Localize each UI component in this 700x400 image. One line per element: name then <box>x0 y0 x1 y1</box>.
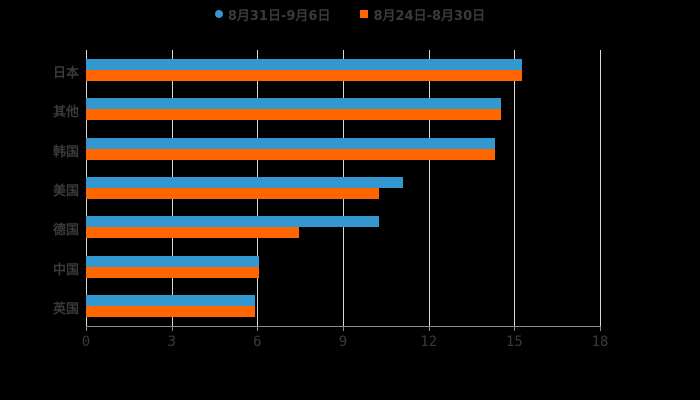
bar-current-week[interactable] <box>86 59 523 70</box>
x-tick-label: 12 <box>420 334 438 350</box>
gridline <box>514 50 516 326</box>
bar-previous-week[interactable] <box>86 187 379 199</box>
y-category-label: 英国 <box>52 301 79 317</box>
legend: 8月31日-9月6日 8月24日-8月30日 <box>0 4 700 24</box>
bar-current-week[interactable] <box>86 255 260 267</box>
bar-previous-week[interactable] <box>86 266 260 278</box>
bar-previous-week[interactable] <box>86 148 495 160</box>
bar-previous-week[interactable] <box>86 109 501 121</box>
gridline <box>428 50 430 326</box>
bar-current-week[interactable] <box>86 176 403 188</box>
x-tick-label: 3 <box>167 334 176 350</box>
x-axis <box>86 326 601 327</box>
bar-previous-week[interactable] <box>86 305 256 317</box>
x-tick <box>514 326 516 331</box>
bar-previous-week[interactable] <box>86 227 300 239</box>
bar-previous-week[interactable] <box>86 70 523 81</box>
gridline <box>600 50 601 326</box>
y-category-label: 日本 <box>52 66 79 81</box>
legend-square-icon <box>360 10 369 18</box>
y-category-label: 美国 <box>52 183 79 199</box>
y-category-label: 德国 <box>52 223 79 239</box>
y-category-label: 中国 <box>52 262 79 278</box>
bar-current-week[interactable] <box>86 216 379 228</box>
x-tick-label: 0 <box>81 334 91 350</box>
x-tick <box>428 326 430 331</box>
bar-current-week[interactable] <box>86 98 501 110</box>
x-tick <box>257 326 259 331</box>
legend-item-week-current[interactable]: 8月31日-9月6日 <box>214 4 331 24</box>
x-tick <box>343 326 344 331</box>
y-category-label: 韩国 <box>52 144 79 160</box>
legend-circle-icon <box>214 10 223 18</box>
legend-label: 8月24日-8月30日 <box>373 8 486 24</box>
x-tick-label: 9 <box>338 334 348 350</box>
bar-current-week[interactable] <box>86 294 256 306</box>
x-tick-label: 18 <box>591 334 609 350</box>
x-tick <box>86 326 87 331</box>
x-tick-label: 15 <box>505 334 523 350</box>
x-tick <box>600 326 601 331</box>
x-tick-label: 6 <box>253 334 262 350</box>
legend-item-week-previous[interactable]: 8月24日-8月30日 <box>360 4 485 24</box>
bar-current-week[interactable] <box>86 137 495 149</box>
y-category-label: 其他 <box>52 105 79 121</box>
x-tick <box>171 326 173 331</box>
legend-label: 8月31日-9月6日 <box>227 8 331 24</box>
